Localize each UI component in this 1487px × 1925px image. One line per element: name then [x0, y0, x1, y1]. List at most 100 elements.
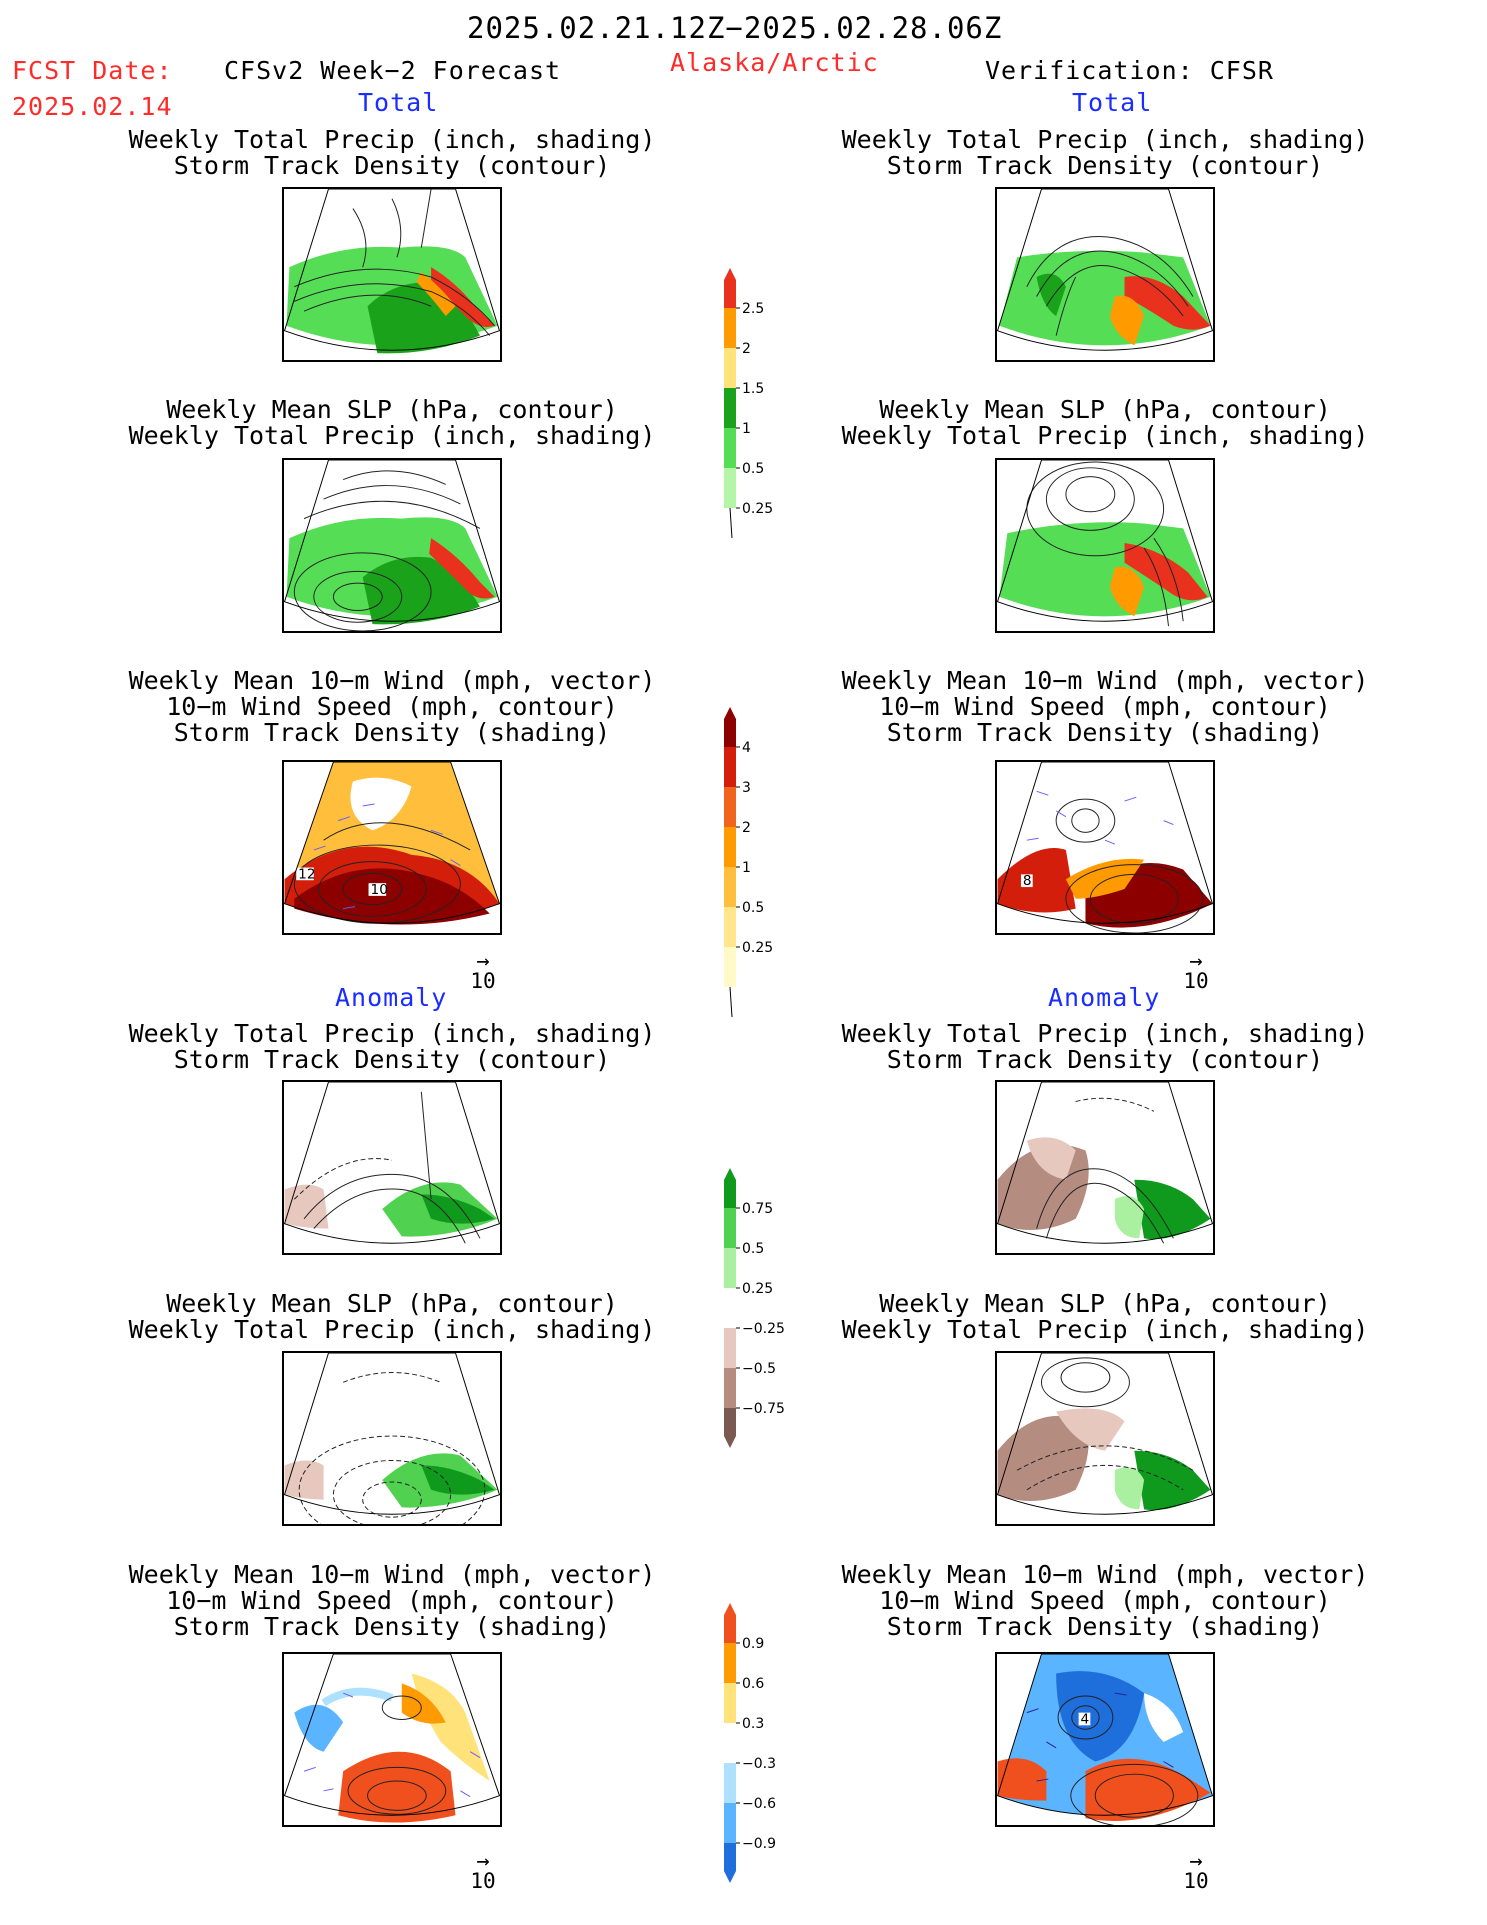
colorbar-tail [729, 507, 733, 539]
title-verif-total-slp: Weekly Mean SLP (hPa, contour) Weekly Tot… [841, 395, 1369, 450]
title-fcst-anom-precip: Weekly Total Precip (inch, shading) Storm… [128, 1019, 656, 1074]
colorbar-segment [724, 1803, 736, 1843]
verification-title: Verification: CFSR [985, 56, 1274, 85]
region-title: Alaska/Arctic [670, 48, 879, 77]
map-fcst-anom-wind [282, 1652, 502, 1827]
colorbar-precip-total: 2.5 2 1.5 1 0.5 0.25 [718, 268, 788, 562]
title-verif-anom-wind: Weekly Mean 10−m Wind (mph, vector) 10−m … [841, 1560, 1369, 1641]
fcst-date-value: 2025.02.14 [12, 92, 173, 121]
colorbar-label: 0.9 [742, 1636, 764, 1652]
colorbar-label: −0.9 [742, 1836, 776, 1852]
vector-reference-fcst-total: → 10 [463, 949, 503, 994]
colorbar-segment [724, 1643, 736, 1683]
colorbar-label: 1.5 [742, 381, 764, 397]
arrow-right-icon: → [476, 949, 490, 974]
title-fcst-total-precip: Weekly Total Precip (inch, shading) Storm… [128, 125, 656, 180]
colorbar-precip-anom: 0.75 0.5 0.25 −0.25 −0.5 −0.75 [718, 1168, 788, 1462]
section-total-left: Total [358, 88, 439, 117]
colorbar-segment [724, 1208, 736, 1248]
wind-contour-label: 12 [298, 866, 315, 882]
map-fcst-anom-slp [282, 1351, 502, 1526]
colorbar-label: 0.3 [742, 1716, 764, 1732]
date-range-title: 2025.02.21.12Z−2025.02.28.06Z [467, 11, 1003, 45]
colorbar-label: 2 [742, 341, 751, 357]
title-verif-anom-slp: Weekly Mean SLP (hPa, contour) Weekly Tot… [841, 1289, 1369, 1344]
map-verif-anom-slp [995, 1351, 1215, 1526]
map-fcst-total-precip [282, 187, 502, 362]
colorbar-segment [724, 1603, 736, 1643]
colorbar-segment [724, 1683, 736, 1723]
colorbar-segment [724, 827, 736, 867]
colorbar-label: 3 [742, 780, 751, 796]
colorbar-label: 1 [742, 421, 751, 437]
colorbar-label: −0.75 [742, 1401, 785, 1417]
arrow-right-icon: → [1189, 949, 1203, 974]
colorbar-label: 0.5 [742, 1241, 764, 1257]
colorbar-segment [724, 348, 736, 388]
map-verif-anom-wind: 4 [995, 1652, 1215, 1827]
colorbar-segment [724, 707, 736, 747]
section-anomaly-left: Anomaly [335, 983, 448, 1012]
fcst-date-label: FCST Date: [12, 56, 173, 85]
colorbar-segment [724, 867, 736, 907]
map-verif-anom-precip [995, 1080, 1215, 1255]
colorbar-segment [724, 1288, 736, 1328]
colorbar-segment [724, 1843, 736, 1883]
map-verif-total-slp [995, 458, 1215, 633]
map-fcst-total-slp [282, 458, 502, 633]
colorbar-label: −0.5 [742, 1361, 776, 1377]
arrow-right-icon: → [476, 1849, 490, 1874]
map-fcst-anom-precip [282, 1080, 502, 1255]
colorbar-segment [724, 1368, 736, 1408]
colorbar-label: 0.75 [742, 1201, 773, 1217]
colorbar-label: 4 [742, 740, 751, 756]
wind-contour-label: 4 [1081, 1711, 1090, 1727]
colorbar-segment [724, 268, 736, 308]
colorbar-segment [724, 907, 736, 947]
colorbar-segment [724, 308, 736, 348]
colorbar-segment [724, 1763, 736, 1803]
title-fcst-total-wind: Weekly Mean 10−m Wind (mph, vector) 10−m … [128, 666, 656, 747]
colorbar-label: 0.6 [742, 1676, 764, 1692]
colorbar-tail [729, 986, 733, 1018]
map-verif-total-precip [995, 187, 1215, 362]
colorbar-label: 1 [742, 860, 751, 876]
title-verif-anom-precip: Weekly Total Precip (inch, shading) Storm… [841, 1019, 1369, 1074]
colorbar-label: 0.25 [742, 1281, 773, 1297]
section-total-right: Total [1072, 88, 1153, 117]
map-verif-total-wind: 8 [995, 760, 1215, 935]
colorbar-storm-anom: 0.9 0.6 0.3 −0.3 −0.6 −0.9 [718, 1603, 788, 1897]
colorbar-label: −0.3 [742, 1756, 776, 1772]
vector-reference-verif-total: → 10 [1176, 949, 1216, 994]
colorbar-segment [724, 1248, 736, 1288]
title-verif-total-precip: Weekly Total Precip (inch, shading) Storm… [841, 125, 1369, 180]
colorbar-segment [724, 1408, 736, 1448]
colorbar-segment [724, 468, 736, 508]
colorbar-segment [724, 787, 736, 827]
colorbar-label: 2.5 [742, 301, 764, 317]
colorbar-storm-total: 4 3 2 1 0.5 0.25 [718, 707, 788, 1018]
colorbar-segment [724, 388, 736, 428]
colorbar-segment [724, 1168, 736, 1208]
vector-reference-fcst-anom: → 10 [463, 1849, 503, 1894]
title-fcst-anom-slp: Weekly Mean SLP (hPa, contour) Weekly Tot… [128, 1289, 656, 1344]
map-fcst-total-wind: 12 10 [282, 760, 502, 935]
title-verif-total-wind: Weekly Mean 10−m Wind (mph, vector) 10−m … [841, 666, 1369, 747]
colorbar-label: 0.25 [742, 501, 773, 517]
colorbar-segment [724, 1328, 736, 1368]
model-title: CFSv2 Week−2 Forecast [224, 56, 562, 85]
wind-contour-label: 10 [371, 882, 388, 898]
wind-contour-label: 8 [1023, 873, 1032, 889]
colorbar-segment [724, 428, 736, 468]
arrow-right-icon: → [1189, 1849, 1203, 1874]
section-anomaly-right: Anomaly [1048, 983, 1161, 1012]
colorbar-label: 0.5 [742, 461, 764, 477]
title-fcst-anom-wind: Weekly Mean 10−m Wind (mph, vector) 10−m … [128, 1560, 656, 1641]
colorbar-label: 0.25 [742, 940, 773, 956]
colorbar-label: −0.6 [742, 1796, 776, 1812]
colorbar-segment [724, 947, 736, 987]
vector-reference-verif-anom: → 10 [1176, 1849, 1216, 1894]
colorbar-label: 0.5 [742, 900, 764, 916]
title-fcst-total-slp: Weekly Mean SLP (hPa, contour) Weekly Tot… [128, 395, 656, 450]
colorbar-label: −0.25 [742, 1321, 785, 1337]
